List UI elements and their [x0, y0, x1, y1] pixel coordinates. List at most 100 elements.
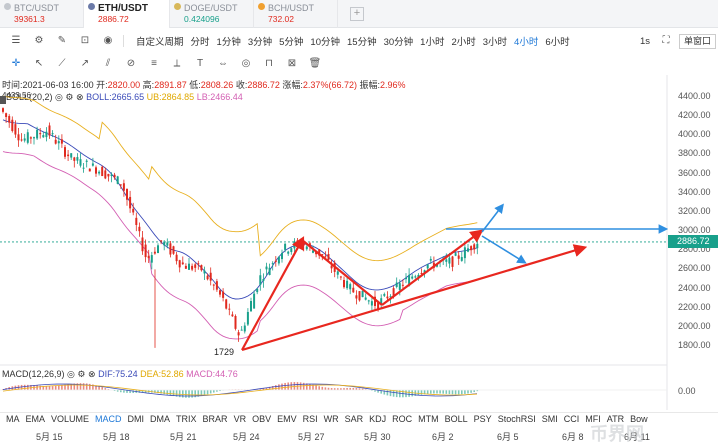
- indicator-tab-mfi[interactable]: MFI: [585, 414, 601, 424]
- fib-icon[interactable]: ≡: [151, 58, 157, 69]
- tab-doge[interactable]: DOGE/USDT 0.424096: [170, 0, 254, 28]
- macd-bar: [302, 382, 305, 390]
- indicator-tab-sar[interactable]: SAR: [344, 414, 364, 424]
- text-icon[interactable]: T: [196, 58, 204, 69]
- indicator-tab-volume[interactable]: VOLUME: [51, 414, 90, 424]
- eth-icon: [88, 3, 95, 10]
- ray-icon[interactable]: ↗: [80, 58, 90, 69]
- indicator-tab-dmi[interactable]: DMI: [127, 414, 145, 424]
- tab-eth[interactable]: ETH/USDT 2886.72: [84, 0, 170, 28]
- pattern-icon[interactable]: ⟂: [173, 58, 181, 69]
- indicator-bar: MA EMA VOLUME MACD DMI DMA TRIX BRAR VR OBV EMV RSI…: [0, 412, 718, 426]
- macd-eye-icon[interactable]: ◎: [67, 369, 75, 379]
- period-4h[interactable]: 4小时: [514, 37, 539, 48]
- period-5m[interactable]: 5分钟: [279, 37, 304, 48]
- magnet-icon[interactable]: ⊓: [265, 58, 273, 69]
- period-15m[interactable]: 15分钟: [347, 37, 377, 48]
- indicator-tab-obv[interactable]: OBV: [252, 414, 272, 424]
- macd-close-icon[interactable]: ⊗: [88, 369, 96, 379]
- indicator-tab-ema[interactable]: EMA: [25, 414, 46, 424]
- candle-body: [20, 139, 23, 141]
- candle-body: [408, 274, 411, 286]
- boll-settings-icon[interactable]: ⚙: [65, 92, 74, 102]
- candle-body: [95, 167, 97, 174]
- indicator-tab-wr[interactable]: WR: [323, 414, 339, 424]
- period-10m[interactable]: 10分钟: [310, 37, 340, 48]
- symbol-tabs: BTC/USDT 39361.3 ETH/USDT 2886.72 DOGE/U…: [0, 0, 718, 28]
- measure-icon[interactable]: ⇔: [218, 58, 228, 69]
- indicator-tab-psy[interactable]: PSY: [473, 414, 492, 424]
- macd-bar: [169, 390, 172, 396]
- lock-icon[interactable]: ⊡: [80, 35, 90, 46]
- indicator-tab-rsi[interactable]: RSI: [302, 414, 318, 424]
- eye-icon[interactable]: ◎: [241, 58, 251, 69]
- period-1h[interactable]: 1小时: [420, 37, 445, 48]
- macd-bar: [330, 388, 333, 390]
- period-2h[interactable]: 2小时: [451, 37, 476, 48]
- indicator-tab-kdj[interactable]: KDJ: [369, 414, 387, 424]
- indicator-tab-roc[interactable]: ROC: [392, 414, 413, 424]
- y-tick-label: 3600.00: [678, 167, 711, 178]
- settings-icon[interactable]: ⚙: [34, 35, 44, 46]
- indicator-tab-trix[interactable]: TRIX: [176, 414, 197, 424]
- macd-bar: [383, 390, 386, 395]
- indicator-tab-ma[interactable]: MA: [6, 414, 20, 424]
- macd-settings-icon[interactable]: ⚙: [77, 369, 86, 379]
- boll-close-icon[interactable]: ⊗: [76, 92, 84, 102]
- fullscreen-icon[interactable]: ⛶: [662, 35, 670, 46]
- macd-bar: [116, 390, 119, 392]
- indicator-tab-macd[interactable]: MACD: [95, 414, 122, 424]
- channel-icon[interactable]: ⊘: [126, 58, 136, 69]
- candle-body: [271, 263, 274, 265]
- indicator-tab-emv[interactable]: EMV: [277, 414, 297, 424]
- indicator-tab-dma[interactable]: DMA: [150, 414, 171, 424]
- boll-eye-icon[interactable]: ◎: [55, 92, 63, 102]
- period-3h[interactable]: 3小时: [482, 37, 508, 48]
- indicator-tab-smi[interactable]: SMI: [541, 414, 558, 424]
- crosshair-icon[interactable]: ✛: [11, 58, 21, 69]
- macd-bar: [364, 389, 367, 390]
- macd-bar: [23, 384, 26, 390]
- boll-bands: [2, 95, 478, 340]
- period-6h[interactable]: 6小时: [545, 37, 570, 48]
- period-time-share[interactable]: 分时: [190, 37, 210, 48]
- candle-body: [54, 139, 57, 144]
- custom-period-button[interactable]: 自定义周期: [136, 37, 184, 48]
- indicator-tab-brar[interactable]: BRAR: [202, 414, 228, 424]
- trend-line-icon[interactable]: ⟋: [58, 58, 66, 69]
- camera-icon[interactable]: ◉: [103, 35, 113, 46]
- indicator-tab-atr[interactable]: ATR: [606, 414, 625, 424]
- indicator-tab-cci[interactable]: CCI: [563, 414, 580, 424]
- period-30m[interactable]: 30分钟: [383, 37, 414, 48]
- cursor-icon[interactable]: ↖: [34, 58, 44, 69]
- y-tick-label: 2400.00: [678, 282, 711, 293]
- macd-bar: [85, 383, 88, 390]
- parallel-line-icon[interactable]: ⫽: [105, 58, 111, 69]
- projection-arrow-up: [481, 203, 504, 233]
- trash-icon[interactable]: 🗑: [308, 58, 322, 69]
- tab-bch[interactable]: BCH/USDT 732.02: [254, 0, 338, 28]
- boll-mid: BOLL:2665.65: [86, 92, 145, 102]
- add-tab-button[interactable]: +: [350, 7, 364, 21]
- edit-icon[interactable]: ✎: [57, 35, 67, 46]
- macd-bar: [172, 390, 175, 397]
- lock-drawing-icon[interactable]: ⊠: [287, 58, 297, 69]
- amp-value: 2.96%: [380, 80, 406, 90]
- macd-bar: [380, 390, 382, 394]
- macd-bar: [352, 387, 355, 390]
- indicator-tab-mtm[interactable]: MTM: [418, 414, 439, 424]
- candle-body: [377, 301, 380, 310]
- indicator-tab-boll[interactable]: BOLL: [444, 414, 468, 424]
- macd-bar: [433, 390, 435, 394]
- macd-bar: [185, 390, 187, 398]
- indicator-tab-bow[interactable]: Bow: [630, 414, 648, 424]
- period-3m[interactable]: 3分钟: [247, 37, 273, 48]
- macd-bar: [265, 387, 268, 390]
- tab-btc[interactable]: BTC/USDT 39361.3: [0, 0, 84, 28]
- period-1m[interactable]: 1分钟: [216, 37, 241, 48]
- indicator-tab-vr[interactable]: VR: [233, 414, 247, 424]
- indicator-tab-stochrsi[interactable]: StochRSI: [497, 414, 536, 424]
- interval-label[interactable]: 1s: [639, 35, 650, 47]
- window-mode-select[interactable]: 单窗口: [678, 33, 716, 49]
- menu-icon[interactable]: ☰: [11, 35, 21, 46]
